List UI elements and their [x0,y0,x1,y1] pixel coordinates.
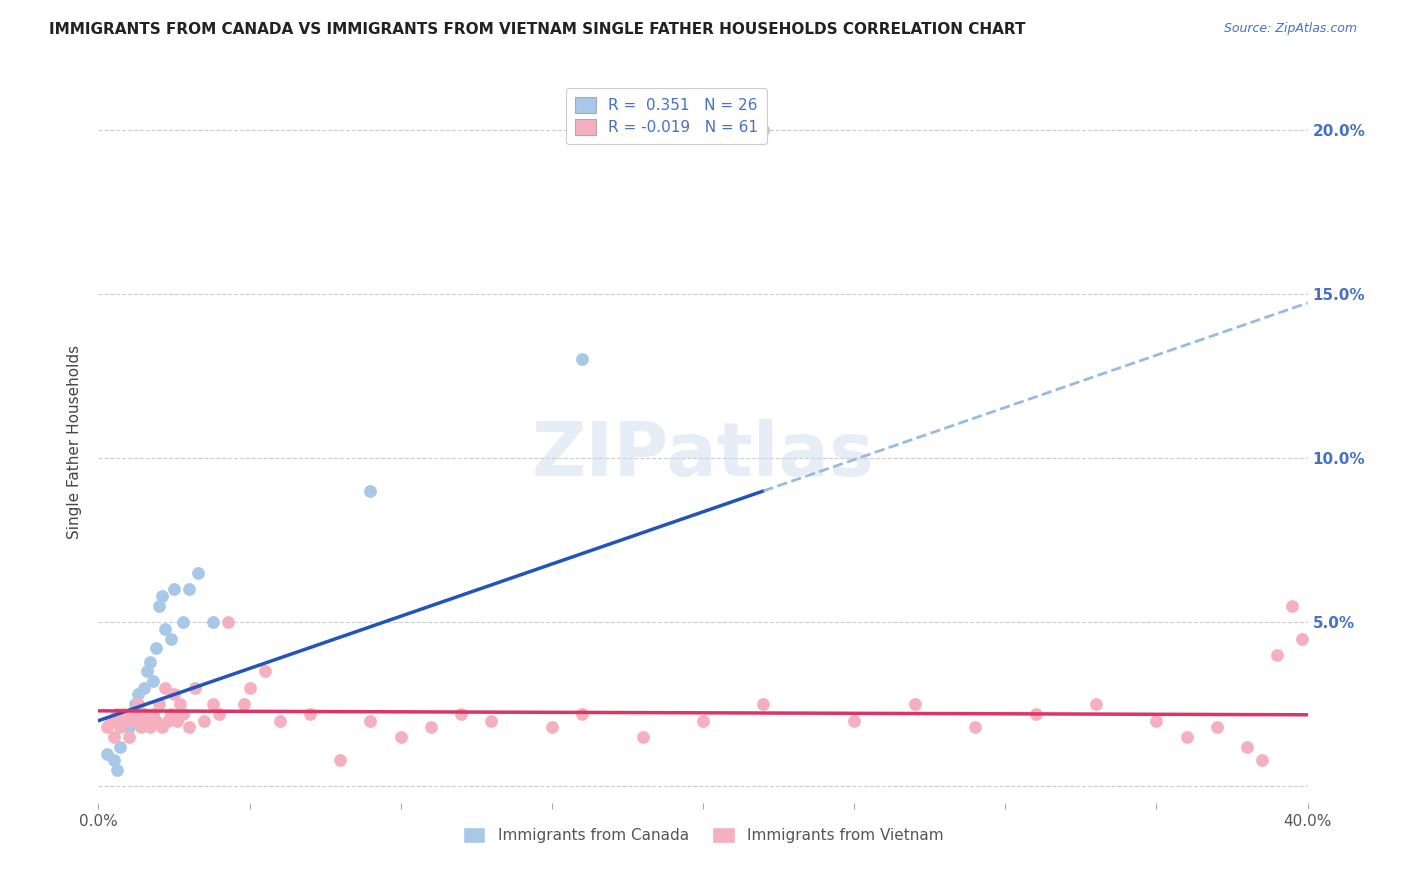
Point [150,589,173,603]
Point [1236,739,1258,754]
Point [420,720,443,734]
Point [692,714,714,728]
Y-axis label: Single Father Households: Single Father Households [67,344,83,539]
Point [172,615,194,630]
Point [571,352,593,367]
Point [142,674,165,689]
Point [121,707,143,722]
Point [1291,632,1313,646]
Point [202,698,225,712]
Point [360,483,382,498]
Point [299,707,322,722]
Point [965,720,987,734]
Text: Source: ZipAtlas.com: Source: ZipAtlas.com [1223,22,1357,36]
Point [1281,599,1303,613]
Point [135,714,157,728]
Point [139,655,162,669]
Point [179,720,201,734]
Point [124,714,146,728]
Point [135,665,157,679]
Point [127,687,149,701]
Point [1144,714,1167,728]
Point [1206,720,1229,734]
Point [103,730,125,744]
Point [148,698,170,712]
Point [114,714,136,728]
Point [160,707,183,722]
Point [160,632,183,646]
Point [389,730,412,744]
Point [163,582,186,597]
Point [193,714,215,728]
Point [121,707,143,722]
Point [150,720,173,734]
Point [132,681,155,695]
Point [172,707,194,722]
Point [1085,698,1108,712]
Point [129,720,152,734]
Point [124,698,146,712]
Point [202,615,225,630]
Point [329,753,352,767]
Point [145,714,167,728]
Point [904,698,927,712]
Point [481,714,503,728]
Point [540,720,562,734]
Point [166,714,188,728]
Text: IMMIGRANTS FROM CANADA VS IMMIGRANTS FROM VIETNAM SINGLE FATHER HOUSEHOLDS CORRE: IMMIGRANTS FROM CANADA VS IMMIGRANTS FRO… [49,22,1026,37]
Point [108,720,131,734]
Point [1024,707,1046,722]
Point [153,681,176,695]
Point [217,615,239,630]
Point [96,747,118,761]
Point [253,665,276,679]
Point [239,681,262,695]
Point [450,707,472,722]
Point [752,122,775,136]
Point [118,720,141,734]
Point [111,707,134,722]
Point [169,698,191,712]
Point [111,714,134,728]
Point [105,707,128,722]
Point [360,714,382,728]
Point [631,730,654,744]
Point [1251,753,1274,767]
Text: ZIPatlas: ZIPatlas [531,419,875,492]
Point [1175,730,1198,744]
Point [127,698,149,712]
Point [184,681,207,695]
Point [148,599,170,613]
Point [156,714,179,728]
Point [153,622,176,636]
Point [187,566,209,580]
Point [1267,648,1289,662]
Point [844,714,866,728]
Point [179,582,201,597]
Point [142,707,165,722]
Point [132,707,155,722]
Point [139,720,162,734]
Point [145,641,167,656]
Point [96,720,118,734]
Point [118,730,141,744]
Point [103,753,125,767]
Point [208,707,231,722]
Point [163,687,186,701]
Point [752,698,775,712]
Point [108,739,131,754]
Point [100,714,122,728]
Point [232,698,254,712]
Point [269,714,291,728]
Legend: Immigrants from Canada, Immigrants from Vietnam: Immigrants from Canada, Immigrants from … [457,822,949,849]
Point [105,763,128,777]
Point [571,707,593,722]
